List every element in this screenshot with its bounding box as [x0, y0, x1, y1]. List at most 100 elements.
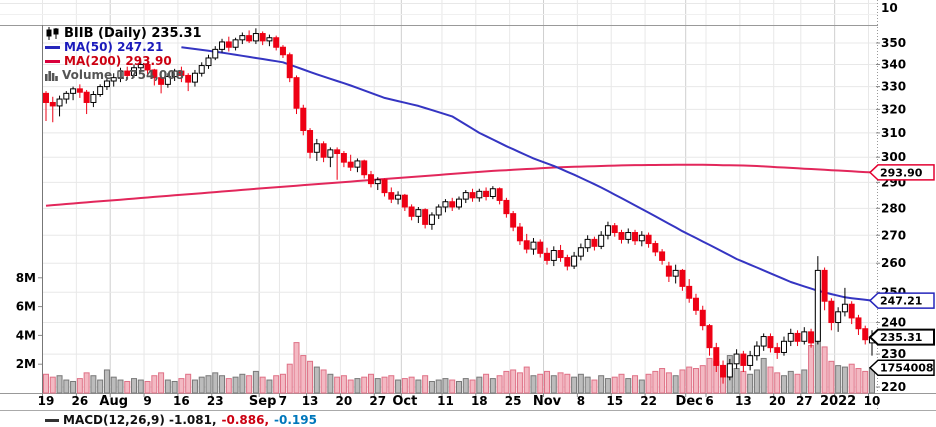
candle-body [672, 269, 679, 277]
volume-bar [435, 379, 442, 394]
volume-bar [706, 357, 713, 394]
candle-body [340, 153, 347, 163]
chart-legend: BIIB (Daily) 235.31 MA(50) 247.21 MA(200… [45, 26, 202, 82]
price-axis-label: 230 [881, 347, 906, 361]
candle-body [347, 161, 354, 168]
candle-body [774, 347, 781, 353]
candle-body [733, 353, 740, 365]
volume-bar [76, 378, 83, 394]
candle-body [483, 190, 490, 198]
candle-body [307, 130, 314, 153]
candle-body [401, 194, 408, 208]
volume-bar [462, 378, 469, 394]
candle-body [767, 336, 774, 349]
candle-body [706, 325, 713, 349]
upper-pane-axis-label: 10 [881, 1, 898, 15]
ma50-line-path [181, 46, 873, 302]
date-axis-layer: 19 26 Aug 9 16 23 Sep 7 13 20 27 Oct 11 18 25 Nov 8 15 22 D… [38, 393, 880, 409]
volume-bar [645, 373, 652, 394]
candle-body [659, 251, 666, 261]
volume-bar [686, 366, 693, 394]
volume-bar [679, 369, 686, 394]
candle-body [334, 149, 341, 155]
candle-body [246, 35, 253, 42]
candle-body [510, 213, 517, 228]
volume-bar [259, 376, 266, 394]
volume-bar [340, 375, 347, 394]
candle-body [814, 269, 821, 342]
candle-body [252, 33, 259, 42]
date-tick-label: 20 [769, 394, 786, 408]
candle-body [523, 240, 530, 250]
price-axis-label: 270 [881, 228, 906, 242]
candle-body [178, 70, 185, 76]
volume-bar [191, 379, 198, 394]
price-axis-label: 350 [881, 36, 906, 50]
ma50-line [181, 46, 873, 302]
volume-bar [83, 372, 90, 394]
volume-bar [49, 376, 56, 394]
volume-bar [469, 379, 476, 394]
volume-bar [422, 375, 429, 394]
candle-body [198, 65, 205, 74]
volume-bar [320, 369, 327, 394]
candle-body [503, 199, 510, 215]
candle-body [855, 317, 862, 330]
ma200-line-swatch [45, 59, 60, 63]
candle-body [300, 107, 307, 132]
volume-bar [584, 376, 591, 394]
price-axis-label: 330 [881, 80, 906, 94]
candle-body [611, 225, 618, 234]
candle-body [821, 269, 828, 302]
candle-body [259, 33, 266, 42]
price-axis-label: 310 [881, 126, 906, 140]
volume-bar [483, 373, 490, 394]
volume-bar [638, 379, 645, 394]
candle-body [686, 285, 693, 299]
volume-bar [544, 370, 551, 394]
candle-body [76, 88, 83, 93]
volume-bar [774, 372, 781, 394]
axis-callout-value: 247.21 [880, 295, 922, 308]
candle-body [645, 234, 652, 245]
legend-symbol-row: BIIB (Daily) 235.31 [45, 26, 202, 41]
date-tick-label: Oct [392, 394, 417, 409]
volume-bar [841, 366, 848, 394]
volume-bar [855, 368, 862, 394]
volume-layer [43, 288, 875, 394]
candle-body [374, 179, 381, 185]
date-tick-label: 19 [38, 394, 55, 408]
volume-bar [489, 378, 496, 394]
date-tick-label: Nov [533, 394, 562, 409]
axis-callout-tag [868, 292, 935, 309]
candle-body [801, 331, 808, 342]
candle-body [388, 192, 395, 200]
candle-body [449, 201, 456, 208]
candle-body [604, 225, 611, 236]
volume-bar [801, 369, 808, 394]
candle-body [232, 39, 239, 48]
volume-axis-label: 2M [16, 357, 36, 371]
candle-body [428, 214, 435, 225]
axis-callout-tag [868, 359, 935, 376]
candle-body [327, 149, 334, 158]
volume-bar [327, 373, 334, 394]
date-tick-label: 22 [640, 394, 657, 408]
volume-bar [672, 375, 679, 394]
date-tick-label: 23 [207, 394, 224, 408]
candle-body [828, 300, 835, 324]
volume-bar [652, 370, 659, 394]
candle-body [584, 238, 591, 249]
candle-body [49, 101, 56, 107]
volume-bar [164, 379, 171, 394]
volume-bar [665, 372, 672, 394]
volume-bar [537, 373, 544, 394]
volume-bar [279, 373, 286, 394]
volume-bar [476, 376, 483, 394]
candle-body [530, 241, 537, 250]
candle-body [679, 269, 686, 287]
candle-body [273, 37, 280, 48]
candle-body [564, 257, 571, 267]
